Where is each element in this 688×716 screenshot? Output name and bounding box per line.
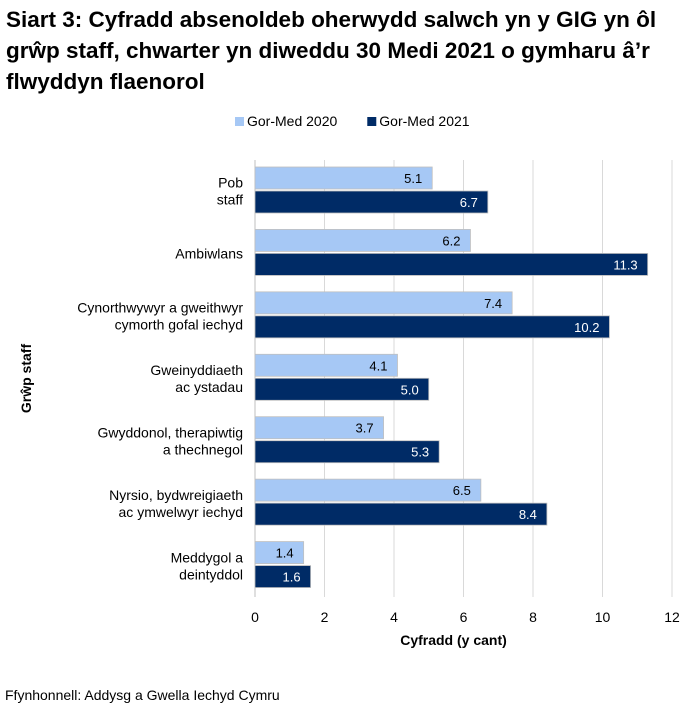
x-tick-label: 4 <box>390 609 398 625</box>
y-axis-title: Grŵp staff <box>18 344 34 414</box>
source-note: Ffynhonnell: Addysg a Gwella Iechyd Cymr… <box>5 687 280 703</box>
x-tick-label: 2 <box>321 609 329 625</box>
x-tick-label: 12 <box>664 609 680 625</box>
chart-title: Siart 3: Cyfradd absenoldeb oherwydd sal… <box>6 7 657 94</box>
bar <box>254 229 471 252</box>
category-label: deintyddol <box>179 566 243 582</box>
bar <box>254 353 398 377</box>
data-label: 8.4 <box>519 507 537 522</box>
bar <box>254 166 433 190</box>
bar <box>254 291 513 315</box>
data-label: 1.6 <box>283 570 301 585</box>
legend-swatch <box>235 117 244 126</box>
bar <box>254 416 384 440</box>
data-label: 5.3 <box>411 445 429 460</box>
data-label: 1.4 <box>276 546 294 561</box>
category-label: Pob <box>218 175 243 191</box>
legend-label: Gor-Med 2021 <box>379 113 469 129</box>
bar <box>254 478 482 502</box>
category-label: Gweinyddiaeth <box>150 362 243 378</box>
x-axis-title: Cyfradd (y cant) <box>400 632 507 648</box>
bar <box>254 315 610 339</box>
bar <box>254 565 311 588</box>
data-label: 5.0 <box>401 382 419 397</box>
data-label: 6.5 <box>453 483 471 498</box>
bar <box>254 440 440 464</box>
category-label: ac ystadau <box>175 379 243 395</box>
data-label: 6.7 <box>460 195 478 210</box>
data-label: 3.7 <box>355 421 373 436</box>
bar <box>254 541 305 564</box>
data-label: 6.2 <box>442 233 460 248</box>
bar <box>254 377 430 401</box>
x-tick-label: 8 <box>529 609 537 625</box>
data-label: 11.3 <box>613 257 637 272</box>
category-label: Cynorthwywyr a gweithwyr <box>77 300 243 316</box>
legend-label: Gor-Med 2020 <box>247 113 337 129</box>
category-label: Nyrsio, bydwreigiaeth <box>109 487 243 503</box>
data-label: 5.1 <box>404 171 422 186</box>
legend-swatch <box>367 117 377 126</box>
x-tick-label: 6 <box>460 609 468 625</box>
category-label: a thechnegol <box>163 441 243 457</box>
category-label: Gwyddonol, therapiwtig <box>97 424 243 440</box>
data-label: 4.1 <box>369 358 387 373</box>
category-label: Ambiwlans <box>175 246 243 262</box>
bar <box>254 502 548 526</box>
x-tick-label: 10 <box>595 609 611 625</box>
x-tick-label: 0 <box>251 609 259 625</box>
data-label: 7.4 <box>484 296 502 311</box>
category-label: cymorth gofal iechyd <box>115 317 243 333</box>
bar <box>254 253 649 276</box>
bar <box>254 190 489 214</box>
data-label: 10.2 <box>574 320 599 335</box>
category-label: staff <box>217 192 243 208</box>
category-label: ac ymwelwyr iechyd <box>119 504 243 520</box>
category-label: Meddygol a <box>171 549 244 565</box>
